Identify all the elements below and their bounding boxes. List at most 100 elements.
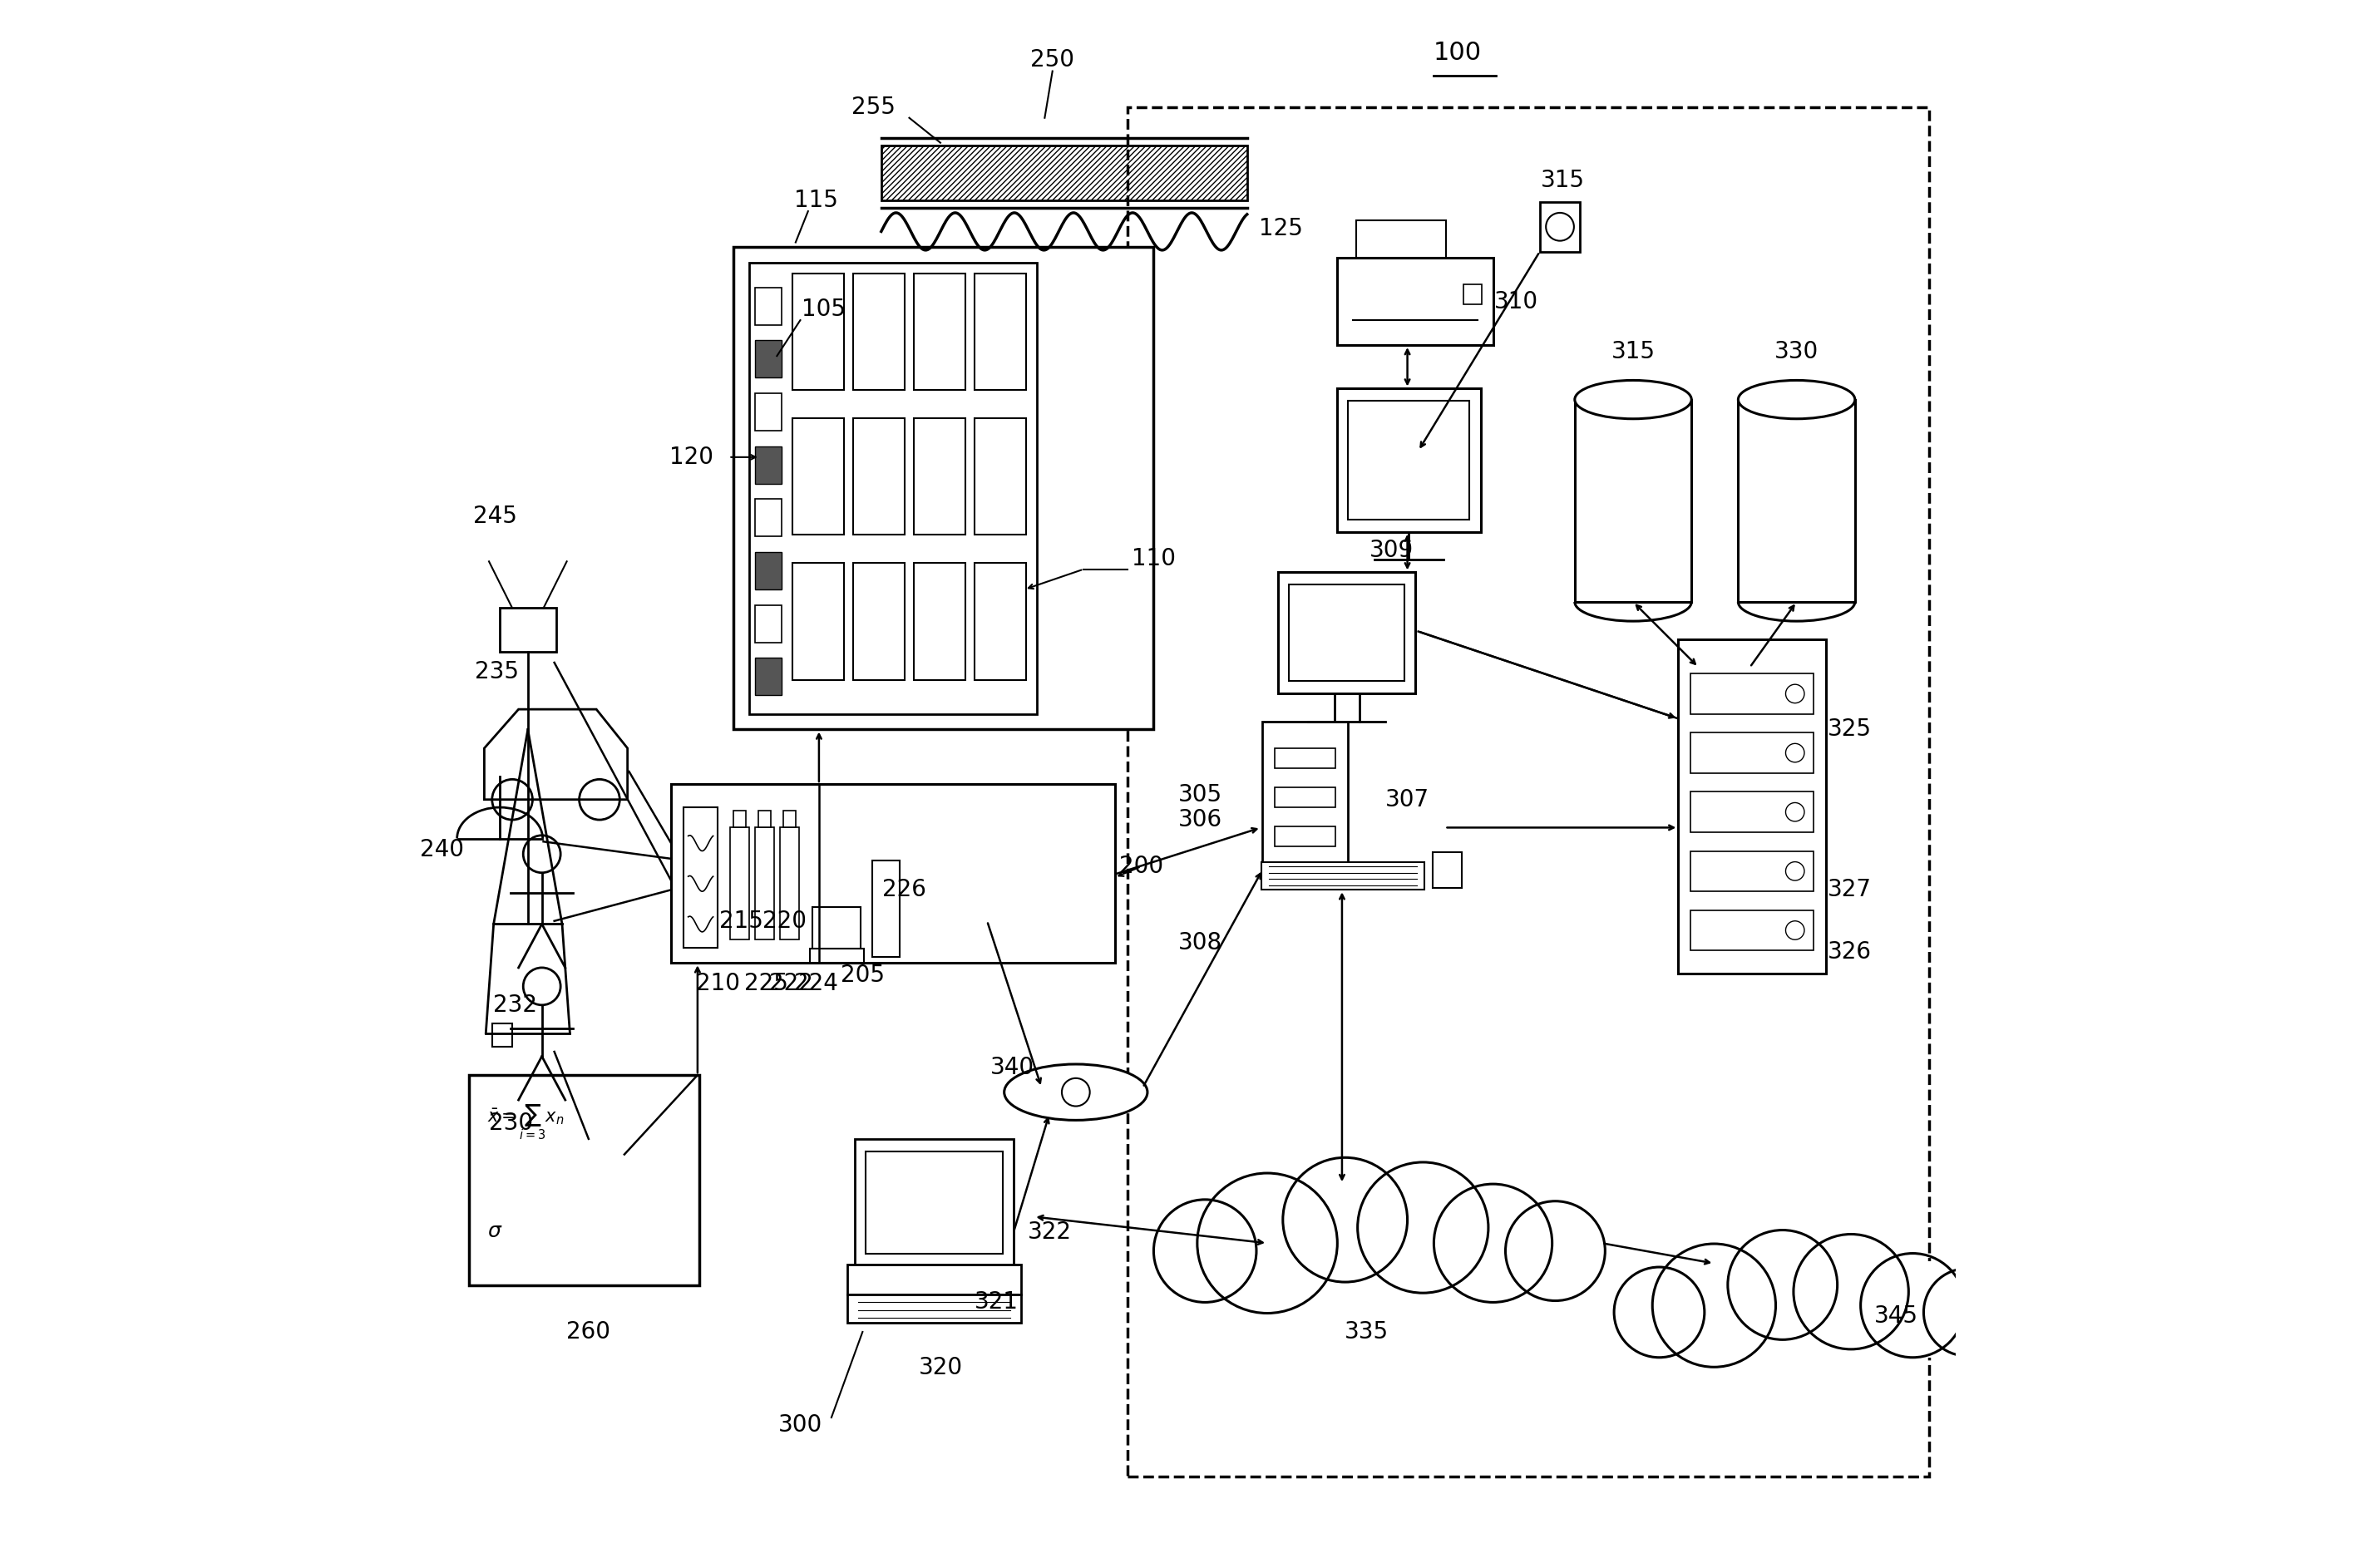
- Bar: [1349, 401, 1469, 519]
- Text: 250: 250: [1031, 49, 1073, 72]
- Bar: [756, 499, 782, 536]
- Bar: [1690, 909, 1813, 950]
- Bar: [855, 1138, 1015, 1267]
- Bar: [852, 563, 904, 679]
- Bar: [1431, 853, 1462, 889]
- Text: 232: 232: [494, 994, 537, 1016]
- Bar: [492, 1024, 513, 1047]
- Text: $\bar{x} = \sum_{i=3} x_n$: $\bar{x} = \sum_{i=3} x_n$: [487, 1102, 565, 1142]
- Bar: [784, 811, 796, 828]
- Text: 320: 320: [918, 1356, 963, 1380]
- Bar: [758, 811, 770, 828]
- Text: 315: 315: [1610, 340, 1655, 362]
- Polygon shape: [485, 709, 629, 800]
- Text: 308: 308: [1179, 931, 1222, 955]
- Bar: [1690, 674, 1813, 713]
- Bar: [913, 419, 965, 535]
- Bar: [1464, 284, 1483, 304]
- Text: 125: 125: [1259, 216, 1304, 240]
- Bar: [1128, 107, 1928, 1477]
- Text: 326: 326: [1827, 941, 1871, 964]
- Ellipse shape: [1575, 381, 1693, 419]
- Text: 220: 220: [763, 909, 807, 933]
- Bar: [975, 563, 1026, 679]
- Text: 240: 240: [419, 837, 464, 861]
- Bar: [756, 605, 782, 643]
- Text: 245: 245: [473, 505, 518, 528]
- Bar: [852, 419, 904, 535]
- Bar: [1737, 400, 1855, 602]
- Bar: [1276, 748, 1335, 768]
- Text: 226: 226: [883, 878, 927, 902]
- Text: 321: 321: [975, 1290, 1019, 1314]
- Bar: [1205, 1193, 1556, 1303]
- Text: 205: 205: [840, 964, 885, 988]
- Bar: [847, 1265, 1022, 1295]
- Bar: [1540, 202, 1580, 252]
- Text: 230: 230: [490, 1112, 532, 1135]
- Bar: [913, 563, 965, 679]
- Text: 255: 255: [852, 96, 895, 119]
- Bar: [1276, 787, 1335, 808]
- Bar: [1356, 221, 1445, 257]
- Bar: [975, 419, 1026, 535]
- Text: 305: 305: [1179, 784, 1222, 806]
- Bar: [734, 248, 1153, 729]
- Bar: [810, 949, 864, 963]
- Bar: [1690, 792, 1813, 833]
- Bar: [1660, 1262, 1968, 1358]
- Bar: [1276, 826, 1335, 847]
- Text: 309: 309: [1370, 539, 1415, 563]
- Bar: [749, 262, 1036, 713]
- Bar: [1690, 732, 1813, 773]
- Bar: [847, 1295, 1022, 1322]
- Text: 306: 306: [1179, 808, 1222, 831]
- Text: 225: 225: [744, 972, 789, 994]
- Bar: [913, 273, 965, 390]
- Text: 224: 224: [793, 972, 838, 994]
- Text: 215: 215: [720, 909, 763, 933]
- Text: 115: 115: [793, 188, 838, 212]
- Bar: [756, 828, 774, 939]
- Bar: [468, 1076, 699, 1286]
- Text: 330: 330: [1775, 340, 1820, 362]
- Bar: [756, 447, 782, 483]
- Text: 307: 307: [1384, 789, 1429, 811]
- Text: 260: 260: [567, 1320, 610, 1344]
- Bar: [756, 659, 782, 695]
- Text: 300: 300: [779, 1414, 822, 1436]
- Bar: [1278, 572, 1415, 693]
- Bar: [793, 563, 843, 679]
- Bar: [975, 273, 1026, 390]
- Bar: [1262, 721, 1349, 870]
- Text: 110: 110: [1132, 547, 1175, 569]
- Text: 120: 120: [669, 445, 713, 469]
- Bar: [1337, 389, 1481, 532]
- Bar: [1690, 851, 1813, 891]
- Bar: [756, 340, 782, 378]
- Text: 327: 327: [1827, 878, 1871, 902]
- Bar: [793, 419, 843, 535]
- Text: 345: 345: [1874, 1305, 1919, 1328]
- Bar: [812, 906, 862, 949]
- Bar: [683, 808, 718, 947]
- Text: 335: 335: [1344, 1320, 1389, 1344]
- Bar: [734, 811, 746, 828]
- Bar: [1290, 585, 1405, 681]
- Bar: [1262, 862, 1424, 889]
- Bar: [852, 273, 904, 390]
- Bar: [671, 784, 1116, 963]
- Bar: [730, 828, 749, 939]
- Text: 325: 325: [1827, 718, 1871, 742]
- Text: 322: 322: [1026, 1220, 1071, 1243]
- Bar: [756, 552, 782, 590]
- Text: 340: 340: [991, 1055, 1033, 1079]
- Bar: [1678, 640, 1827, 974]
- Bar: [499, 608, 556, 652]
- Text: 315: 315: [1542, 168, 1584, 191]
- Ellipse shape: [1737, 381, 1855, 419]
- Bar: [756, 394, 782, 431]
- Bar: [1575, 400, 1693, 602]
- Bar: [1337, 257, 1492, 345]
- Text: 235: 235: [476, 660, 518, 684]
